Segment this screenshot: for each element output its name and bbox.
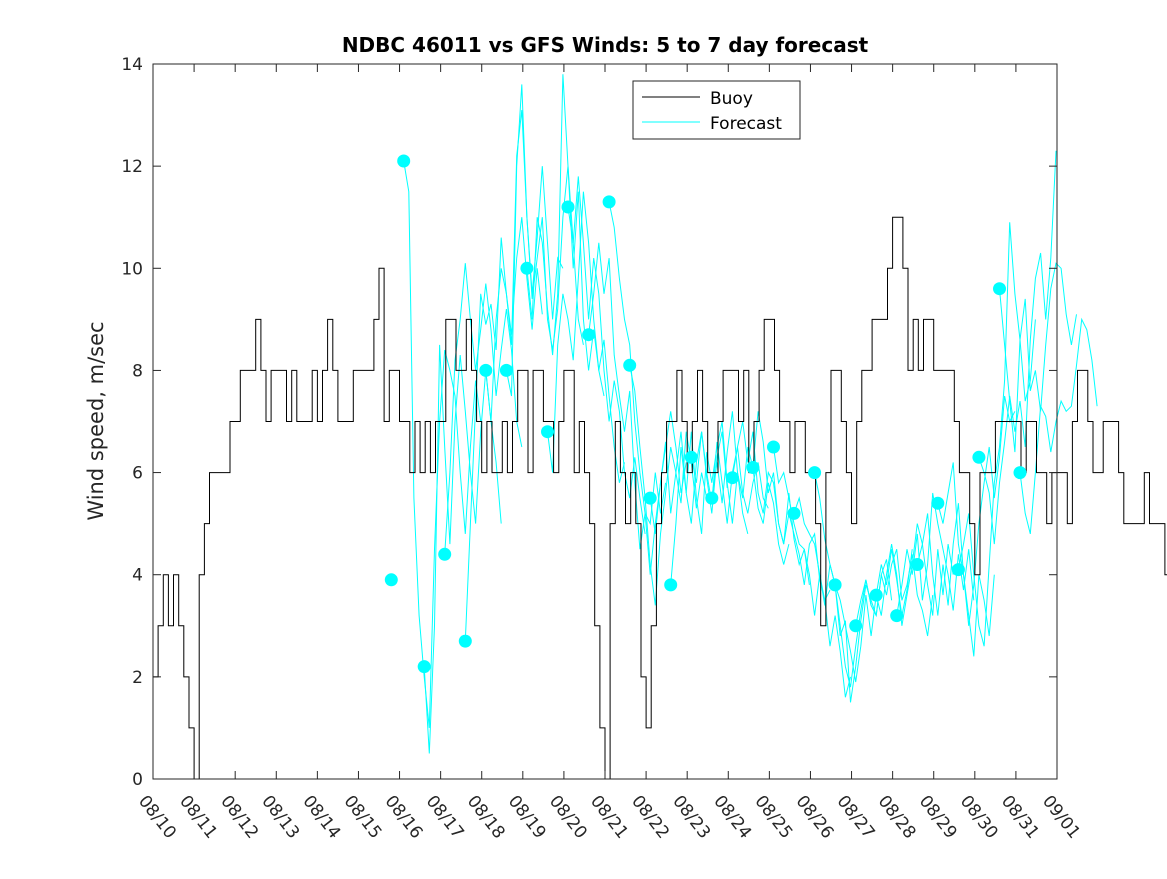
forecast-line-19: [773, 446, 851, 698]
forecast-line-12: [629, 365, 708, 606]
forecast-marker-2: [397, 154, 411, 168]
forecast-marker-3: [417, 660, 431, 674]
y-tick-label: 0: [132, 770, 143, 790]
forecast-line-26: [916, 503, 995, 657]
forecast-line-31: [1019, 317, 1098, 535]
forecast-marker-26: [890, 609, 904, 623]
y-tick-label: 14: [121, 55, 143, 75]
forecast-marker-22: [808, 466, 822, 480]
forecast-line-4: [464, 217, 543, 642]
legend-box: [632, 80, 801, 140]
forecast-marker-24: [849, 619, 863, 633]
forecast-line-14: [670, 421, 749, 585]
y-tick-label: 2: [132, 668, 143, 688]
legend-forecast-label: Forecast: [710, 114, 782, 134]
forecast-marker-16: [684, 450, 698, 464]
forecast-marker-9: [541, 425, 554, 439]
forecast-line-11: [608, 201, 687, 575]
y-tick-label: 4: [132, 566, 143, 586]
forecast-marker-10: [561, 200, 575, 214]
forecast-marker-30: [972, 450, 986, 464]
forecast-marker-21: [787, 506, 801, 520]
y-tick-label: 12: [121, 157, 143, 177]
forecast-marker-20: [767, 440, 780, 454]
forecast-line-29: [978, 150, 1057, 545]
forecast-line-1: [403, 160, 482, 728]
forecast-marker-27: [910, 558, 924, 571]
forecast-marker-28: [931, 496, 945, 510]
series-layer: [153, 74, 1167, 780]
forecast-line-28: [957, 222, 1036, 647]
chart-title: NDBC 46011 vs GFS Winds: 5 to 7 day fore…: [342, 33, 869, 57]
forecast-marker-13: [623, 358, 637, 372]
legend-buoy-label: Buoy: [710, 89, 753, 109]
forecast-line-17: [731, 421, 810, 585]
forecast-line-24: [875, 523, 954, 626]
forecast-marker-14: [643, 491, 657, 505]
forecast-marker-31: [993, 282, 1006, 296]
forecast-marker-25: [869, 588, 883, 602]
forecast-marker-5: [458, 634, 472, 648]
y-tick-label: 8: [132, 361, 143, 381]
forecast-marker-23: [828, 578, 842, 592]
forecast-marker-17: [705, 491, 719, 505]
forecast-marker-1: [384, 573, 398, 587]
forecast-line-27: [937, 395, 1016, 626]
forecast-marker-8: [520, 261, 534, 275]
buoy-line: [153, 216, 1167, 780]
y-axis-label: Wind speed, m/sec: [84, 321, 108, 520]
forecast-line-16: [711, 411, 790, 565]
forecast-marker-12: [602, 195, 616, 209]
forecast-marker-15: [664, 578, 678, 592]
forecast-line-7: [526, 74, 605, 397]
forecast-marker-11: [582, 328, 596, 342]
forecast-marker-6: [479, 363, 493, 377]
forecast-line-8: [547, 191, 625, 483]
forecast-line-30: [999, 262, 1077, 453]
forecast-marker-32: [1013, 466, 1027, 480]
marker-layer: [384, 154, 1027, 674]
y-tick-label: 10: [121, 259, 143, 279]
forecast-marker-4: [438, 547, 452, 561]
y-tick-label: 6: [132, 464, 143, 484]
forecast-marker-7: [499, 363, 513, 377]
forecast-line-13: [649, 431, 728, 534]
forecast-marker-18: [725, 471, 739, 485]
forecast-marker-19: [746, 461, 760, 474]
forecast-marker-29: [951, 563, 965, 577]
forecast-line-9: [567, 176, 646, 534]
legend: Buoy Forecast: [632, 80, 801, 140]
